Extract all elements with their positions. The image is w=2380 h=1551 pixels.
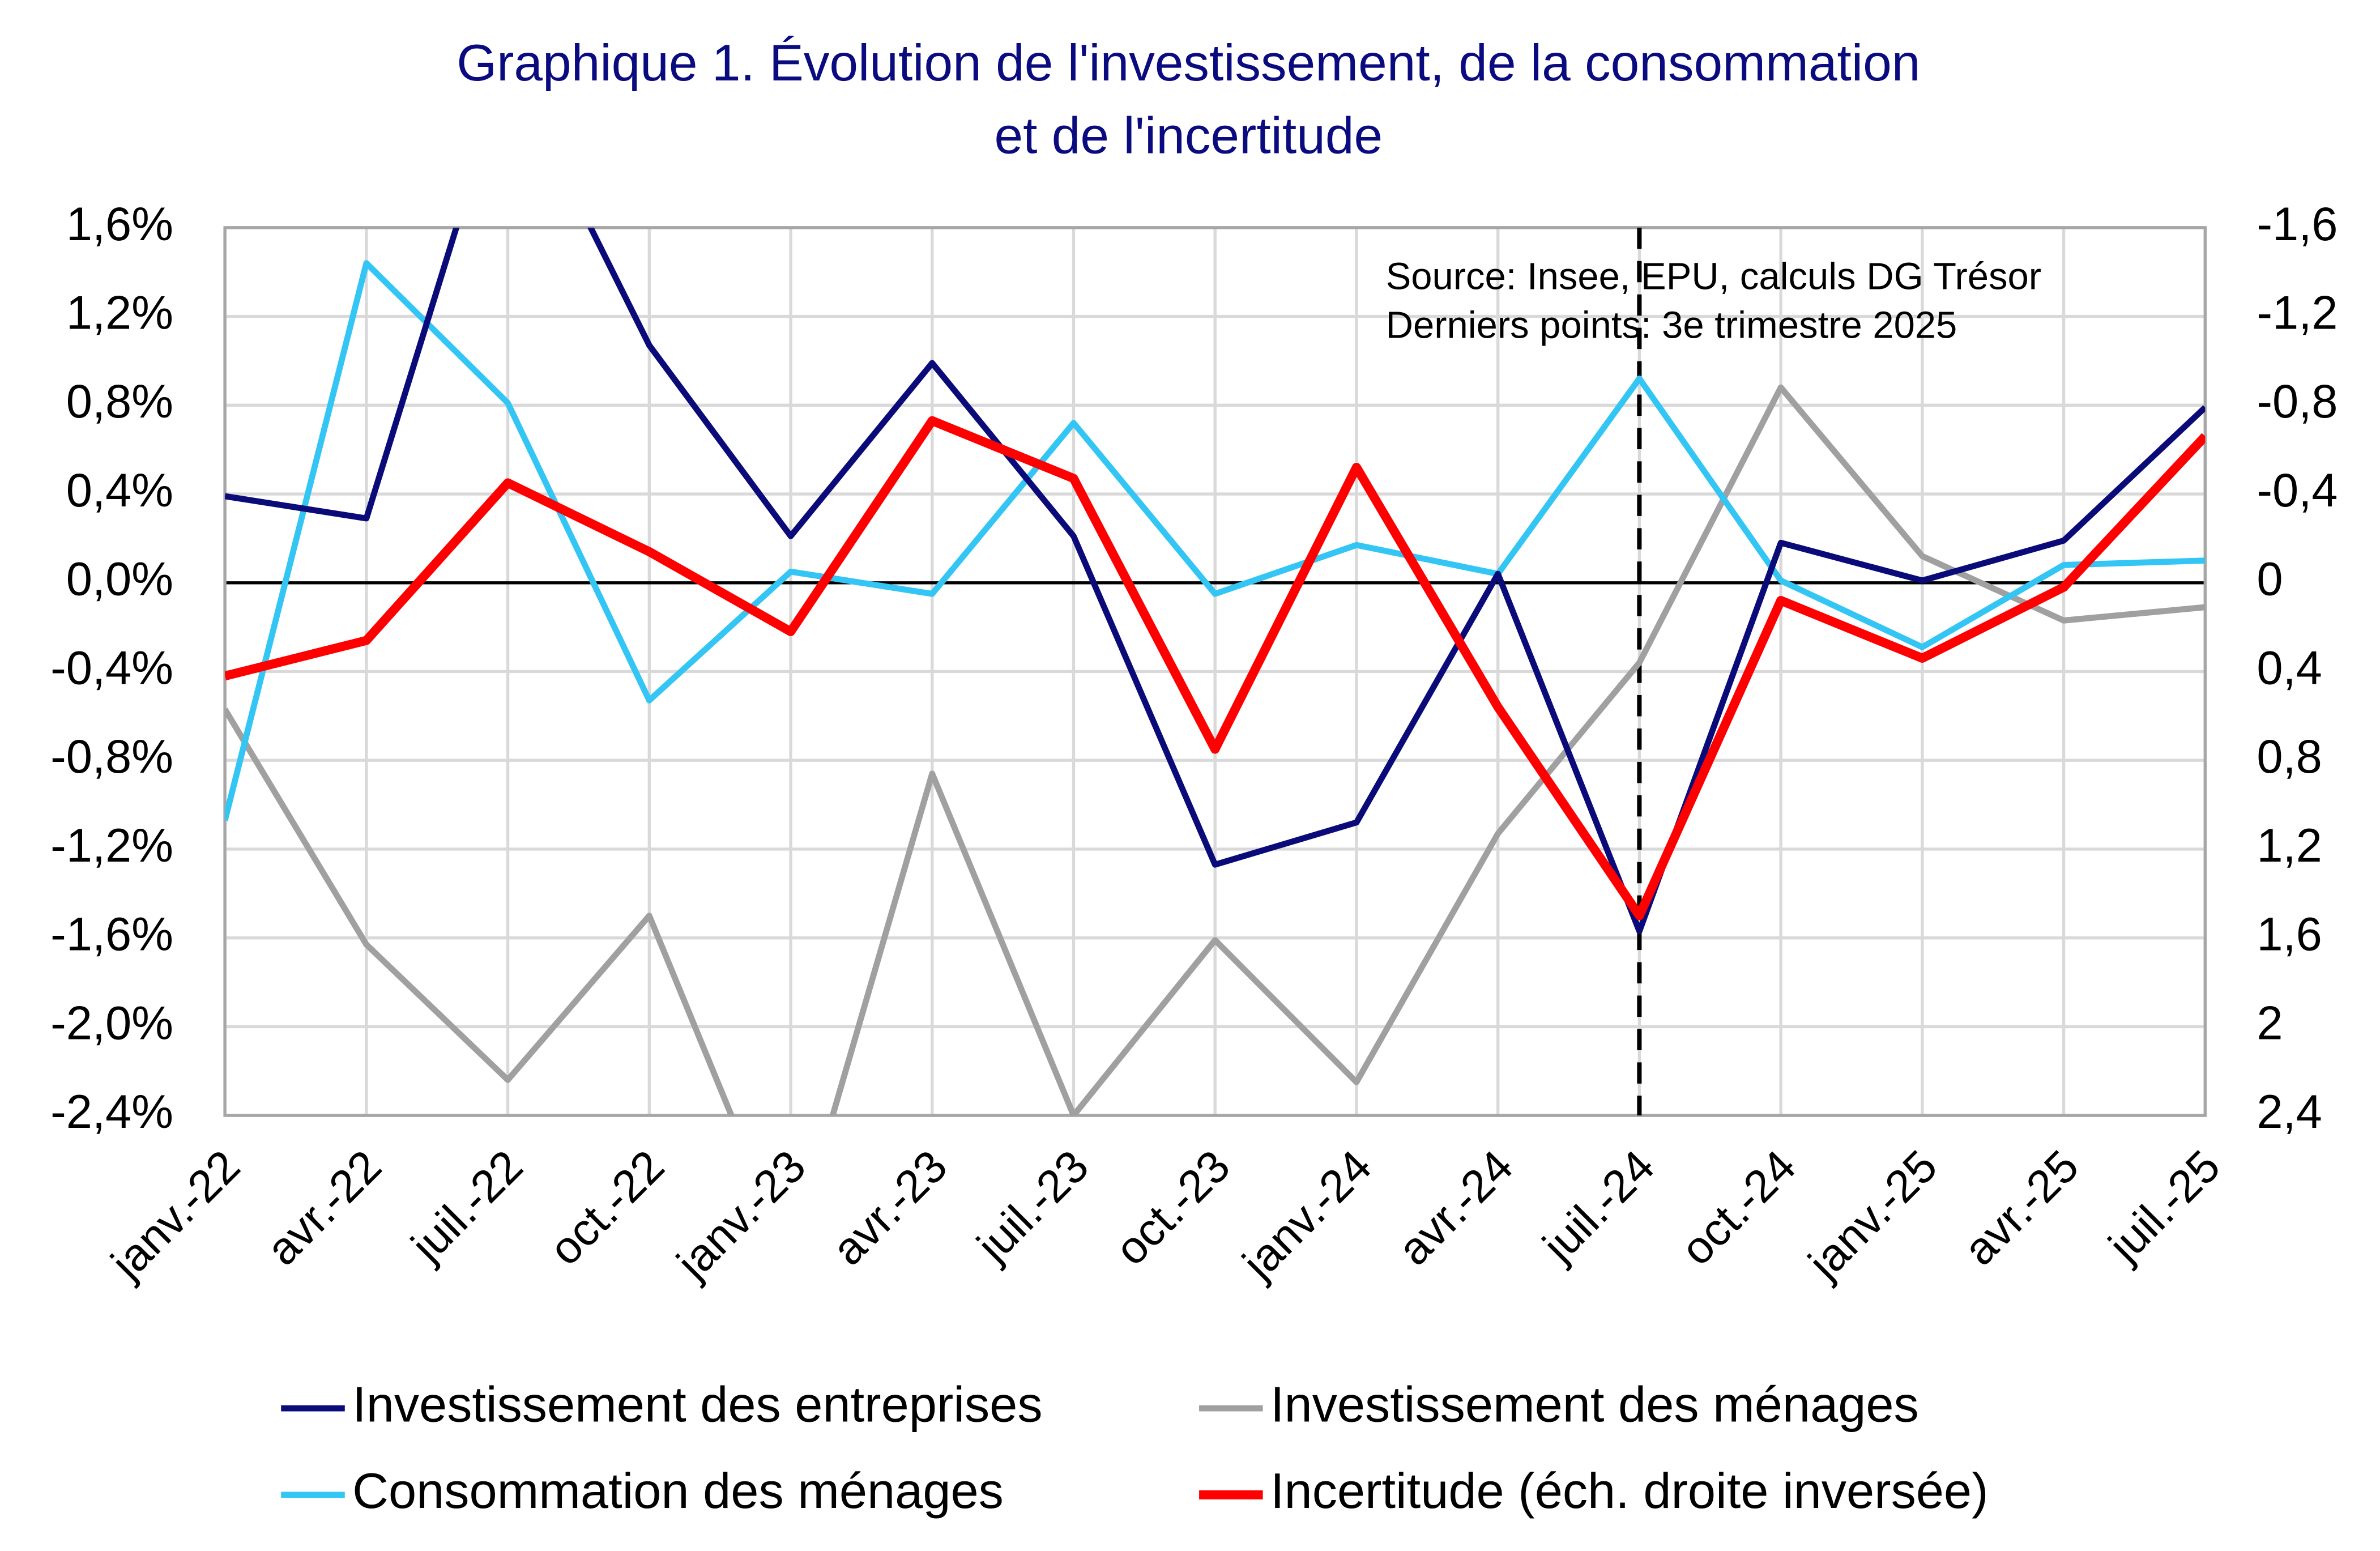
- legend-label: Incertitude (éch. droite inversée): [1270, 1463, 1989, 1519]
- y-tick-label: 1,6%: [66, 198, 173, 250]
- y2-tick-label: 0: [2257, 553, 2283, 606]
- y-tick-label: -0,4%: [50, 641, 173, 694]
- legend-label: Investissement des entreprises: [352, 1377, 1042, 1433]
- chart-title: Graphique 1. Évolution de l'investisseme…: [457, 35, 1920, 92]
- y-tick-label: -1,6%: [50, 908, 173, 961]
- annotation: Source: Insee, EPU, calculs DG Trésor: [1386, 255, 2042, 298]
- x-tick-label: oct.-22: [540, 1141, 674, 1275]
- legend-label: Investissement des ménages: [1270, 1377, 1919, 1433]
- y2-tick-label: 0,8: [2257, 730, 2322, 783]
- y2-tick-label: 2: [2257, 996, 2283, 1049]
- x-tick-label: juil.-25: [2099, 1141, 2230, 1272]
- x-tick-label: avr.-24: [1388, 1141, 1522, 1275]
- x-tick-label: janv.-23: [667, 1141, 816, 1290]
- y-tick-label: 0,4%: [66, 464, 173, 517]
- x-tick-label: janv.-22: [101, 1141, 250, 1290]
- x-tick-label: avr.-22: [257, 1141, 391, 1275]
- series-line: [225, 384, 2206, 1116]
- y2-tick-label: -0,8: [2257, 375, 2338, 428]
- x-tick-label: oct.-24: [1671, 1141, 1806, 1275]
- x-tick-label: avr.-25: [1954, 1141, 2088, 1275]
- x-tick-label: avr.-23: [822, 1141, 957, 1275]
- y2-tick-label: -0,4: [2257, 464, 2338, 517]
- y2-tick-label: -1,6: [2257, 198, 2338, 250]
- legend-label: Consommation des ménages: [352, 1463, 1004, 1519]
- x-tick-label: juil.-24: [1533, 1141, 1664, 1272]
- annotation: Derniers points: 3e trimestre 2025: [1386, 304, 1957, 346]
- y-tick-label: -0,8%: [50, 730, 173, 783]
- y2-tick-label: 2,4: [2257, 1085, 2322, 1138]
- chart-title: et de l'incertitude: [994, 108, 1383, 165]
- series-line: [225, 416, 2206, 921]
- y2-tick-label: 1,2: [2257, 819, 2322, 872]
- y-tick-label: -2,4%: [50, 1085, 173, 1138]
- y2-tick-label: -1,2: [2257, 287, 2338, 339]
- plot-area: [225, 227, 2206, 1116]
- y2-tick-label: 0,4: [2257, 641, 2322, 694]
- y2-tick-label: 1,6: [2257, 908, 2322, 961]
- x-tick-label: oct.-23: [1106, 1141, 1240, 1275]
- y-tick-label: 0,8%: [66, 375, 173, 428]
- series-line: [225, 227, 2206, 935]
- x-tick-label: juil.-22: [401, 1141, 532, 1272]
- x-tick-label: janv.-24: [1232, 1141, 1381, 1290]
- y-tick-label: -1,2%: [50, 819, 173, 872]
- x-tick-label: janv.-25: [1798, 1141, 1947, 1290]
- y-tick-label: -2,0%: [50, 996, 173, 1049]
- x-tick-label: juil.-23: [967, 1141, 1098, 1272]
- y-tick-label: 0,0%: [66, 553, 173, 606]
- y-tick-label: 1,2%: [66, 287, 173, 339]
